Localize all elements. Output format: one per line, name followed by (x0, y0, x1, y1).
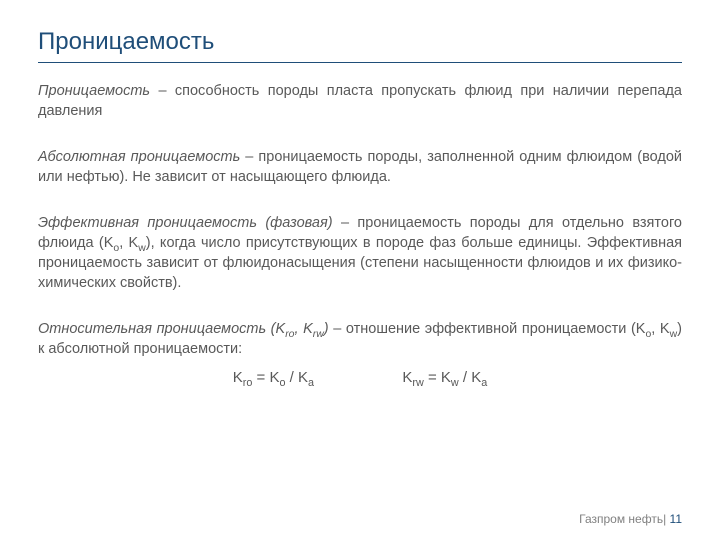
paragraph-definition: Проницаемость – способность породы пласт… (38, 81, 682, 121)
formula-kro: Kro = Ko / Ka (233, 369, 314, 386)
paragraph-effective: Эффективная проницаемость (фазовая) – пр… (38, 213, 682, 293)
text: – отношение эффективной проницаемости (K (329, 321, 646, 337)
term-relative: Относительная проницаемость (Kro, Krw) (38, 321, 329, 337)
text: , K (651, 321, 669, 337)
paragraph-absolute: Абсолютная проницаемость – проницаемость… (38, 147, 682, 187)
footer-company: Газпром нефть (579, 512, 663, 526)
text: / K (286, 369, 309, 386)
title-underline (38, 62, 682, 63)
subscript: w (451, 377, 459, 389)
text: K (233, 369, 243, 386)
slide-title: Проницаемость (38, 28, 682, 56)
subscript: w (138, 243, 146, 254)
text: = K (252, 369, 279, 386)
text: K (402, 369, 412, 386)
text: = K (424, 369, 451, 386)
term-permeability: Проницаемость (38, 83, 150, 99)
subscript: a (308, 377, 314, 389)
slide-footer: Газпром нефть| 11 (579, 512, 682, 526)
subscript: w (670, 329, 678, 340)
text: , K (119, 235, 138, 251)
subscript: rw (412, 377, 423, 389)
text: , K (294, 321, 312, 337)
formula-krw: Krw = Kw / Ka (402, 369, 487, 386)
text: Относительная проницаемость (K (38, 321, 285, 337)
subscript: rw (313, 329, 324, 340)
footer-page-number: 11 (670, 512, 682, 526)
term-effective: Эффективная проницаемость (фазовая) (38, 215, 333, 231)
slide-content: Проницаемость Проницаемость – способност… (0, 0, 720, 386)
text: / K (459, 369, 482, 386)
term-absolute: Абсолютная проницаемость (38, 149, 240, 165)
subscript: a (481, 377, 487, 389)
formulas-row: Kro = Ko / Ka Krw = Kw / Ka (38, 369, 682, 386)
paragraph-relative: Относительная проницаемость (Kro, Krw) –… (38, 319, 682, 359)
subscript: ro (243, 377, 253, 389)
